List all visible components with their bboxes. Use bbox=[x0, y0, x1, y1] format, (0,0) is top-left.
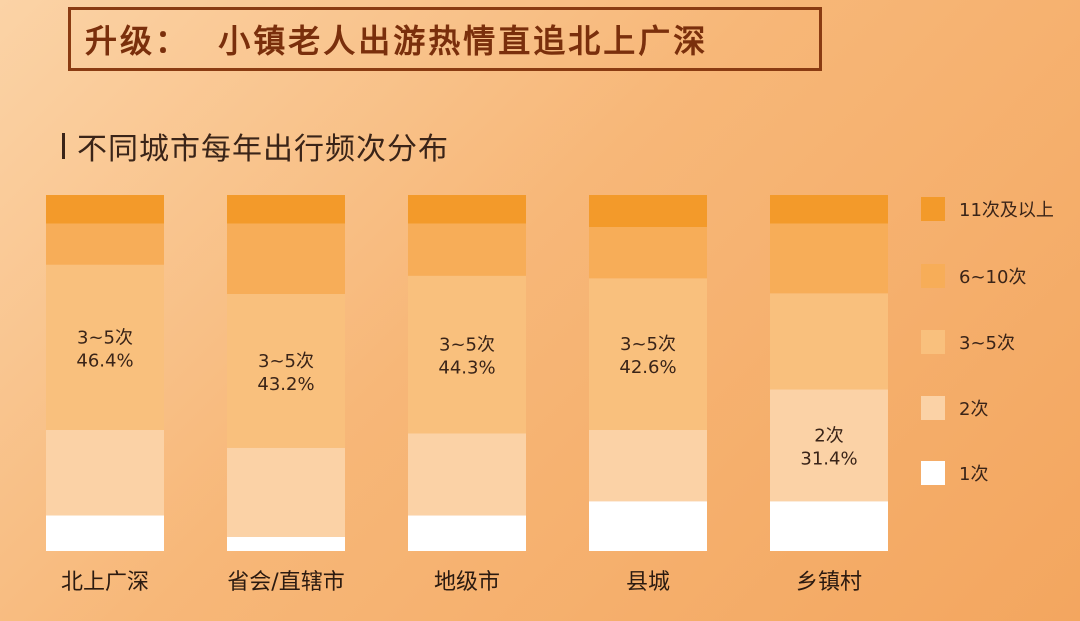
data-label: 43.2% bbox=[257, 374, 314, 395]
chart-title: 不同城市每年出行频次分布 bbox=[77, 132, 449, 167]
bar-segment bbox=[408, 223, 526, 276]
x-tick-label: 省会/直辖市 bbox=[227, 570, 344, 595]
page-title: 升级： 小镇老人出游热情直追北上广深 bbox=[85, 22, 709, 60]
bar-segment bbox=[408, 515, 526, 551]
legend-label: 3~5次 bbox=[959, 333, 1015, 354]
data-label: 3~5次 bbox=[77, 327, 133, 348]
legend-swatch bbox=[921, 197, 945, 221]
bar-segment bbox=[589, 195, 707, 227]
legend-item: 1次 bbox=[921, 460, 988, 486]
legend-swatch bbox=[921, 330, 945, 354]
bar-segment bbox=[770, 223, 888, 294]
legend-swatch bbox=[921, 461, 945, 485]
legend-item: 3~5次 bbox=[921, 329, 1015, 355]
legend-label: 2次 bbox=[959, 399, 989, 420]
bar-segment bbox=[408, 195, 526, 224]
data-label: 2次 bbox=[814, 425, 843, 446]
legend-label: 6~10次 bbox=[959, 267, 1027, 288]
bar-segment bbox=[770, 293, 888, 390]
bar-segment bbox=[227, 294, 345, 448]
data-label: 42.6% bbox=[619, 357, 676, 378]
legend-label: 1次 bbox=[959, 464, 989, 485]
legend-item: 11次及以上 bbox=[921, 196, 1054, 222]
bar-segment bbox=[227, 223, 345, 294]
data-label: 3~5次 bbox=[620, 334, 676, 355]
data-label: 3~5次 bbox=[258, 351, 314, 372]
bar-segment bbox=[46, 515, 164, 551]
legend-label: 11次及以上 bbox=[959, 200, 1054, 221]
subtitle-accent-bar bbox=[62, 133, 65, 159]
legend-item: 2次 bbox=[921, 395, 988, 421]
bar-segment bbox=[408, 275, 526, 434]
x-tick-label: 北上广深 bbox=[61, 570, 149, 595]
bar-segment bbox=[227, 447, 345, 537]
bar-segment bbox=[770, 389, 888, 502]
bar-segment bbox=[227, 195, 345, 224]
data-label: 46.4% bbox=[76, 350, 133, 371]
bar-segment bbox=[408, 433, 526, 516]
bar-segment bbox=[46, 223, 164, 265]
bar-segment bbox=[227, 536, 345, 551]
data-label: 3~5次 bbox=[439, 335, 495, 356]
bar-segment bbox=[589, 278, 707, 430]
bar-segment bbox=[46, 195, 164, 224]
bar-segment bbox=[589, 227, 707, 279]
x-tick-label: 地级市 bbox=[434, 570, 500, 595]
data-label: 44.3% bbox=[438, 358, 495, 379]
legend-swatch bbox=[921, 264, 945, 288]
bar-segment bbox=[770, 195, 888, 224]
legend-item: 6~10次 bbox=[921, 263, 1026, 289]
bar-segment bbox=[46, 430, 164, 516]
x-tick-label: 县城 bbox=[626, 570, 670, 595]
chart-subtitle: 不同城市每年出行频次分布 bbox=[62, 124, 449, 168]
bar-segment bbox=[770, 501, 888, 551]
bar-segment bbox=[589, 430, 707, 502]
bar-segment bbox=[589, 501, 707, 551]
data-label: 31.4% bbox=[800, 448, 857, 469]
title-box: 升级： 小镇老人出游热情直追北上广深 bbox=[68, 7, 822, 71]
bar-segment bbox=[46, 264, 164, 430]
x-tick-label: 乡镇村 bbox=[796, 570, 862, 595]
legend-swatch bbox=[921, 396, 945, 420]
